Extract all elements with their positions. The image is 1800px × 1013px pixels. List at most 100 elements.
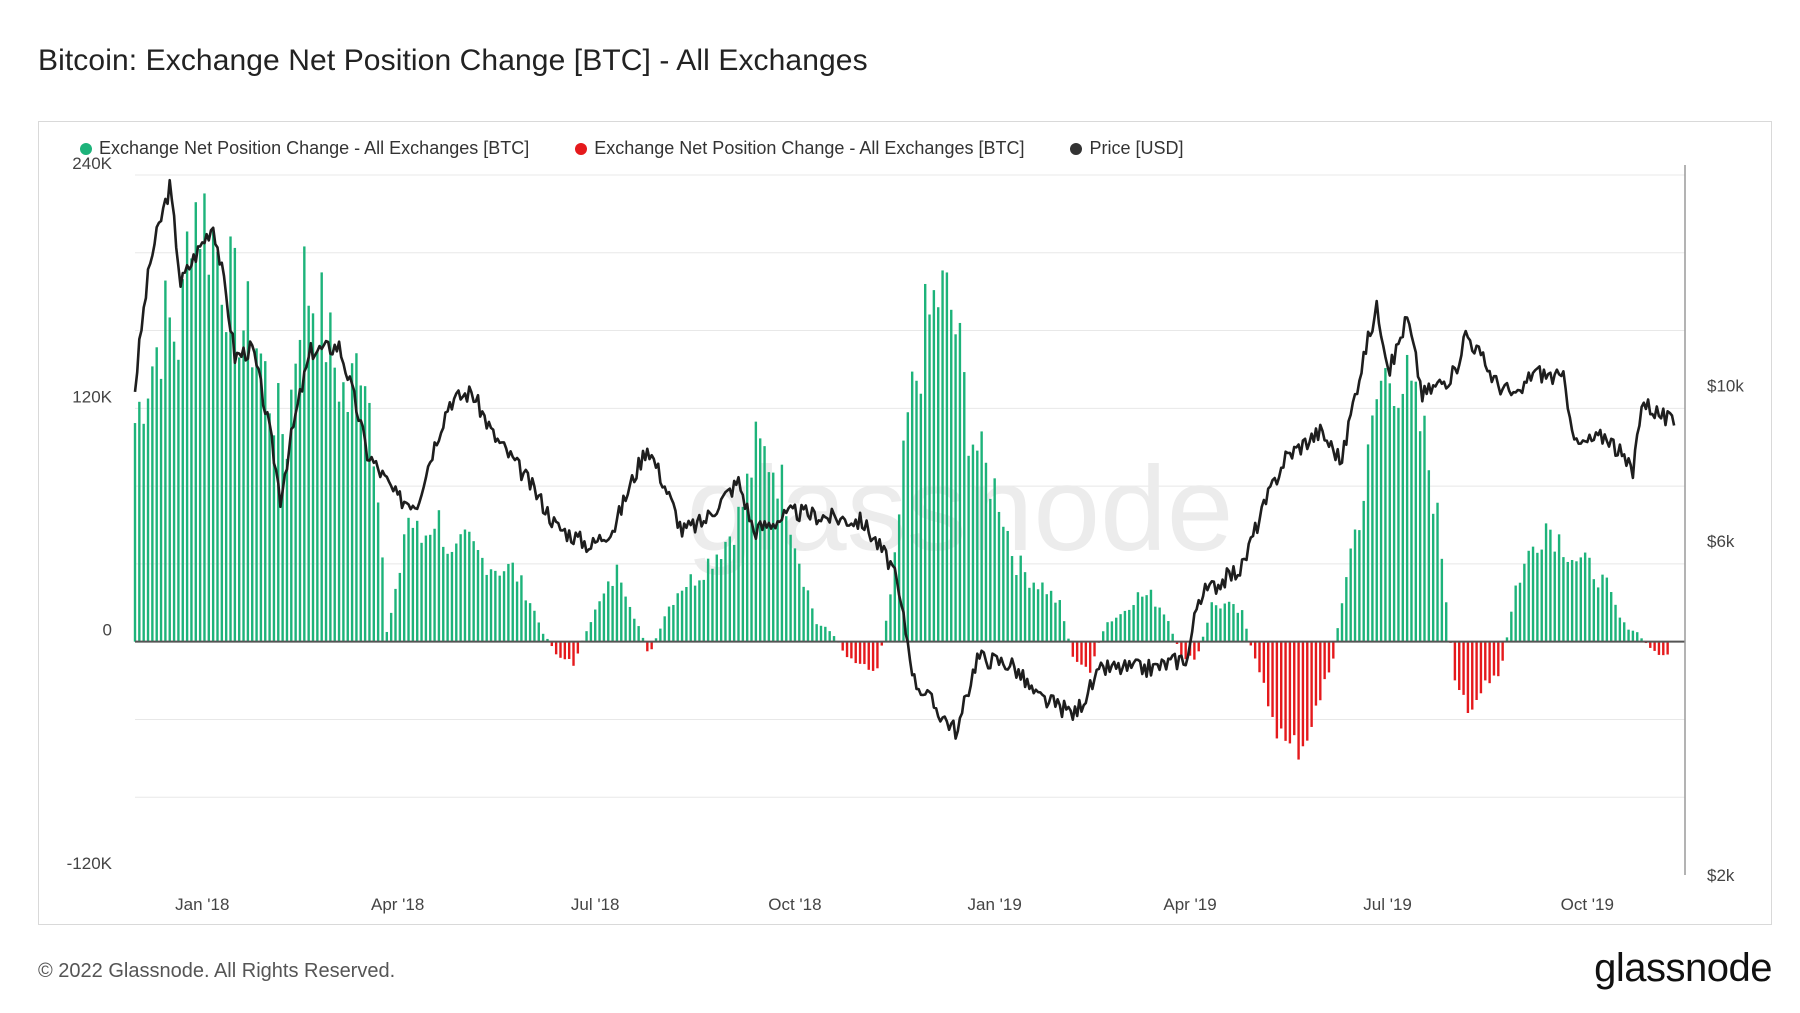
bar-positive — [224, 332, 228, 642]
bar-negative — [1492, 641, 1496, 676]
bar-positive — [1366, 444, 1370, 642]
legend-item-price[interactable]: Price [USD] — [1070, 138, 1184, 159]
bar-positive — [602, 593, 606, 642]
bar-positive — [989, 498, 992, 642]
bar-positive — [993, 478, 996, 642]
bar-positive — [1371, 415, 1374, 642]
bar-positive — [342, 382, 345, 642]
bar-positive — [1128, 609, 1131, 642]
bar-negative — [563, 641, 567, 660]
bar-positive — [785, 516, 788, 642]
bar-positive — [489, 569, 493, 642]
bar-positive — [159, 378, 163, 642]
bar-positive — [1023, 572, 1027, 642]
bar-positive — [198, 249, 202, 642]
bar-positive — [937, 307, 940, 642]
bar-positive — [450, 551, 454, 642]
bar-positive — [1032, 582, 1035, 642]
bar-positive — [676, 593, 679, 642]
bar-positive — [407, 517, 410, 642]
bar-positive — [498, 575, 501, 642]
bar-group — [133, 193, 1669, 760]
bar-positive — [242, 330, 245, 642]
bar-positive — [1518, 582, 1522, 642]
bar-positive — [1605, 577, 1609, 642]
bar-positive — [459, 534, 462, 642]
bar-positive — [133, 423, 137, 642]
bar-positive — [819, 625, 823, 642]
bar-positive — [902, 440, 905, 642]
bar-positive — [1436, 502, 1439, 642]
bar-positive — [815, 624, 818, 642]
bar-positive — [203, 193, 206, 642]
bar-positive — [719, 559, 723, 642]
bar-positive — [346, 412, 349, 642]
bar-positive — [1440, 558, 1444, 642]
bar-negative — [1266, 641, 1270, 707]
bar-positive — [663, 616, 666, 642]
bar-positive — [363, 386, 367, 642]
bar-positive — [277, 383, 280, 642]
bar-positive — [950, 309, 953, 642]
bar-positive — [1028, 587, 1031, 642]
y-right-tick-label: $2k — [1707, 866, 1735, 885]
bar-positive — [1049, 590, 1053, 642]
bar-positive — [1557, 534, 1561, 642]
bar-positive — [732, 544, 736, 642]
bar-positive — [1410, 380, 1413, 642]
bar-positive — [194, 202, 197, 642]
bar-positive — [910, 371, 914, 642]
bar-positive — [420, 542, 423, 642]
bar-negative — [1088, 641, 1092, 673]
bar-positive — [229, 236, 232, 642]
bar-positive — [181, 279, 184, 642]
bar-positive — [806, 590, 810, 642]
bar-positive — [997, 511, 1001, 642]
bar-positive — [1388, 383, 1391, 642]
glassnode-logo[interactable]: glassnode — [1594, 946, 1772, 990]
bar-positive — [1423, 415, 1426, 642]
bar-positive — [811, 608, 814, 642]
bar-positive — [259, 353, 263, 642]
bar-positive — [889, 594, 892, 642]
bar-positive — [1418, 431, 1422, 642]
bar-negative — [1475, 641, 1478, 700]
bar-negative — [650, 641, 653, 650]
bar-positive — [442, 546, 445, 642]
bar-positive — [281, 434, 284, 642]
legend-item-positive[interactable]: Exchange Net Position Change - All Excha… — [80, 138, 529, 159]
bar-positive — [594, 609, 597, 642]
legend-item-negative[interactable]: Exchange Net Position Change - All Excha… — [575, 138, 1024, 159]
bar-positive — [537, 622, 540, 642]
bar-positive — [485, 574, 488, 642]
bar-positive — [598, 601, 601, 642]
bar-positive — [724, 541, 727, 642]
bar-negative — [567, 641, 571, 659]
bar-positive — [1596, 587, 1600, 642]
legend-positive-dot-icon — [80, 142, 92, 155]
bar-positive — [1167, 621, 1170, 642]
bar-positive — [698, 580, 701, 642]
bar-positive — [1006, 530, 1009, 642]
bar-positive — [290, 389, 293, 642]
bar-positive — [376, 502, 380, 642]
bar-positive — [1579, 557, 1582, 642]
copyright-footer: © 2022 Glassnode. All Rights Reserved. — [38, 960, 396, 982]
bar-positive — [168, 317, 171, 642]
bar-negative — [1323, 641, 1326, 680]
bar-positive — [1236, 612, 1240, 642]
bar-positive — [702, 579, 705, 642]
bar-positive — [984, 462, 988, 642]
bar-negative — [1466, 641, 1470, 713]
bar-positive — [311, 313, 315, 642]
bar-positive — [1614, 604, 1617, 642]
bar-positive — [246, 281, 250, 642]
bar-positive — [1540, 549, 1543, 642]
bar-positive — [923, 283, 927, 642]
bar-positive — [1427, 470, 1431, 642]
bar-positive — [711, 568, 714, 642]
bar-positive — [1414, 381, 1418, 642]
bar-positive — [824, 626, 827, 642]
bar-positive — [715, 554, 718, 642]
